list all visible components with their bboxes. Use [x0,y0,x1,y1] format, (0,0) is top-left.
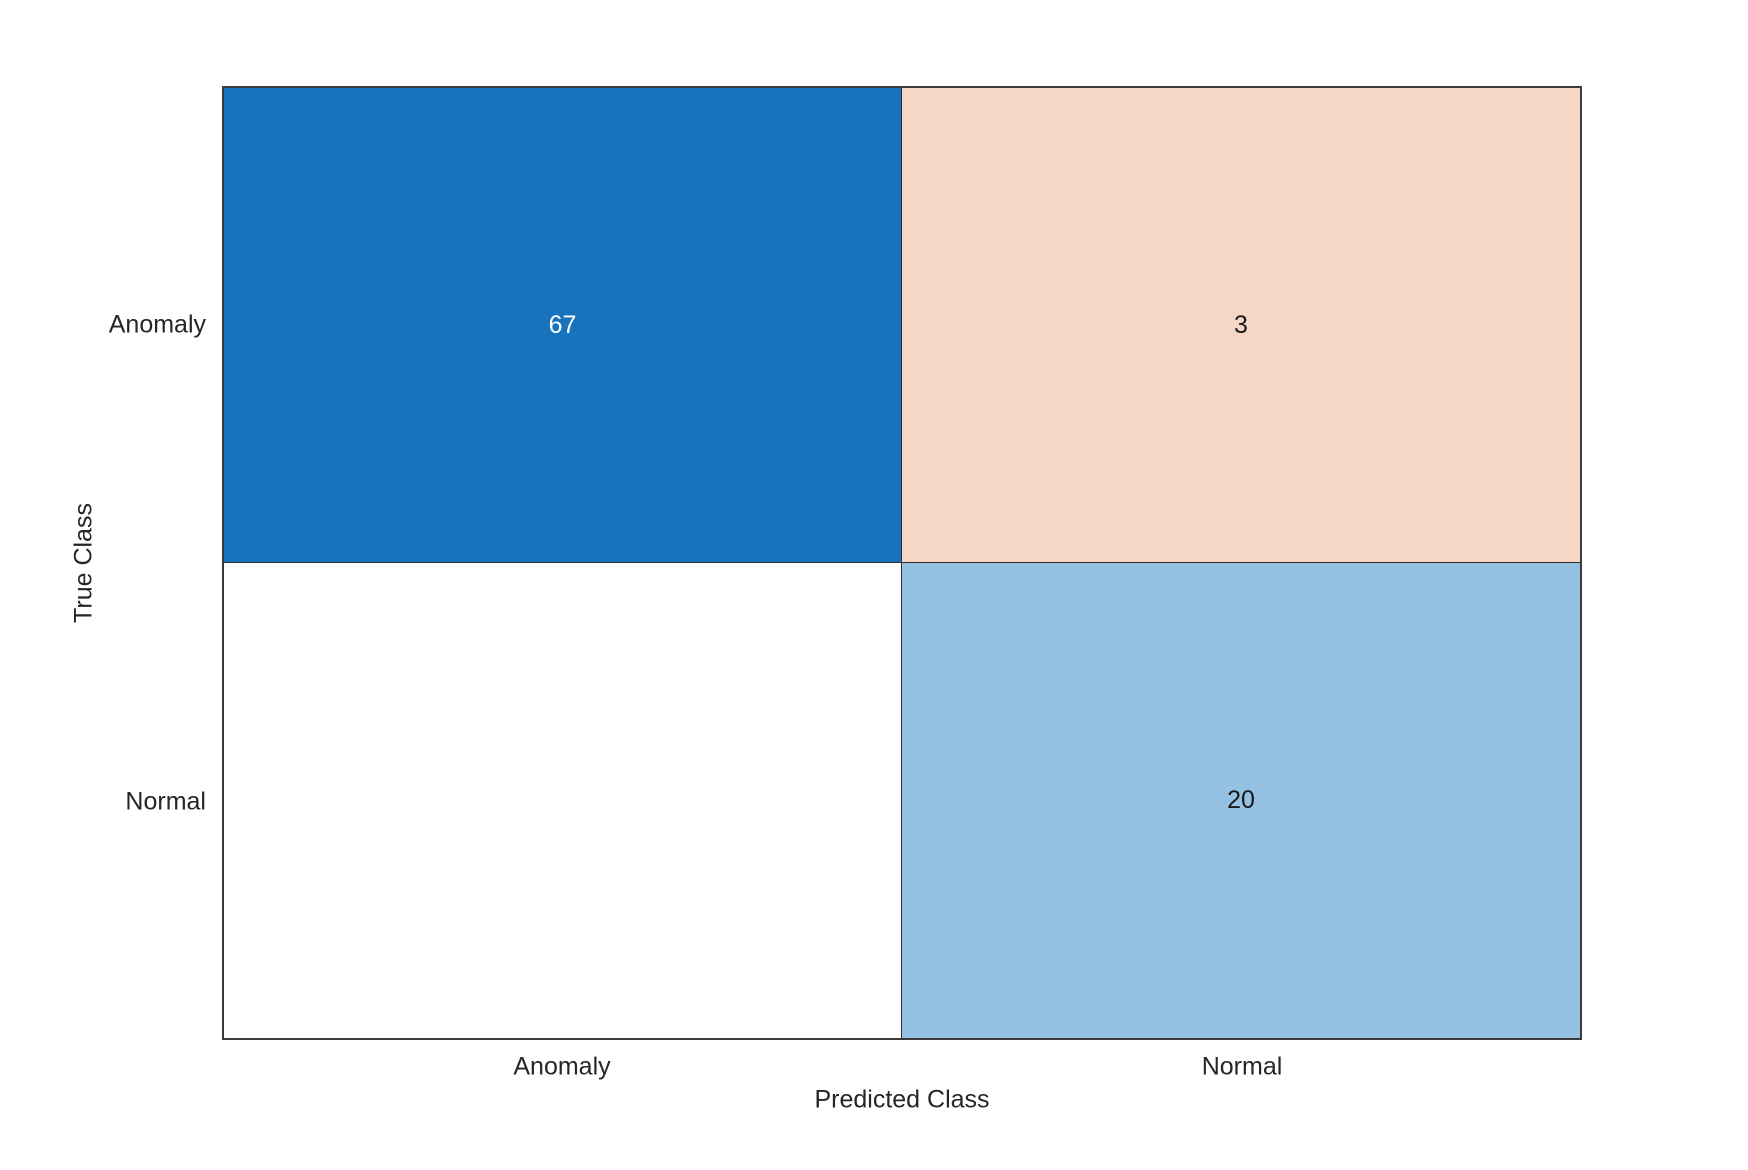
cell-true-anomaly-pred-normal: 3 [902,88,1580,563]
cell-true-anomaly-pred-anomaly: 67 [224,88,902,563]
x-axis-label: Predicted Class [814,1085,990,1114]
y-tick-label-normal: Normal [125,787,206,816]
cell-true-normal-pred-normal: 20 [902,563,1580,1038]
x-tick-label-anomaly: Anomaly [513,1052,611,1081]
x-tick-label-normal: Normal [1201,1052,1283,1081]
confusion-matrix-grid: 67 3 20 [222,86,1582,1040]
y-tick-label-anomaly: Anomaly [108,310,206,339]
cell-true-normal-pred-anomaly [224,563,902,1038]
y-axis-label: True Class [69,503,98,623]
